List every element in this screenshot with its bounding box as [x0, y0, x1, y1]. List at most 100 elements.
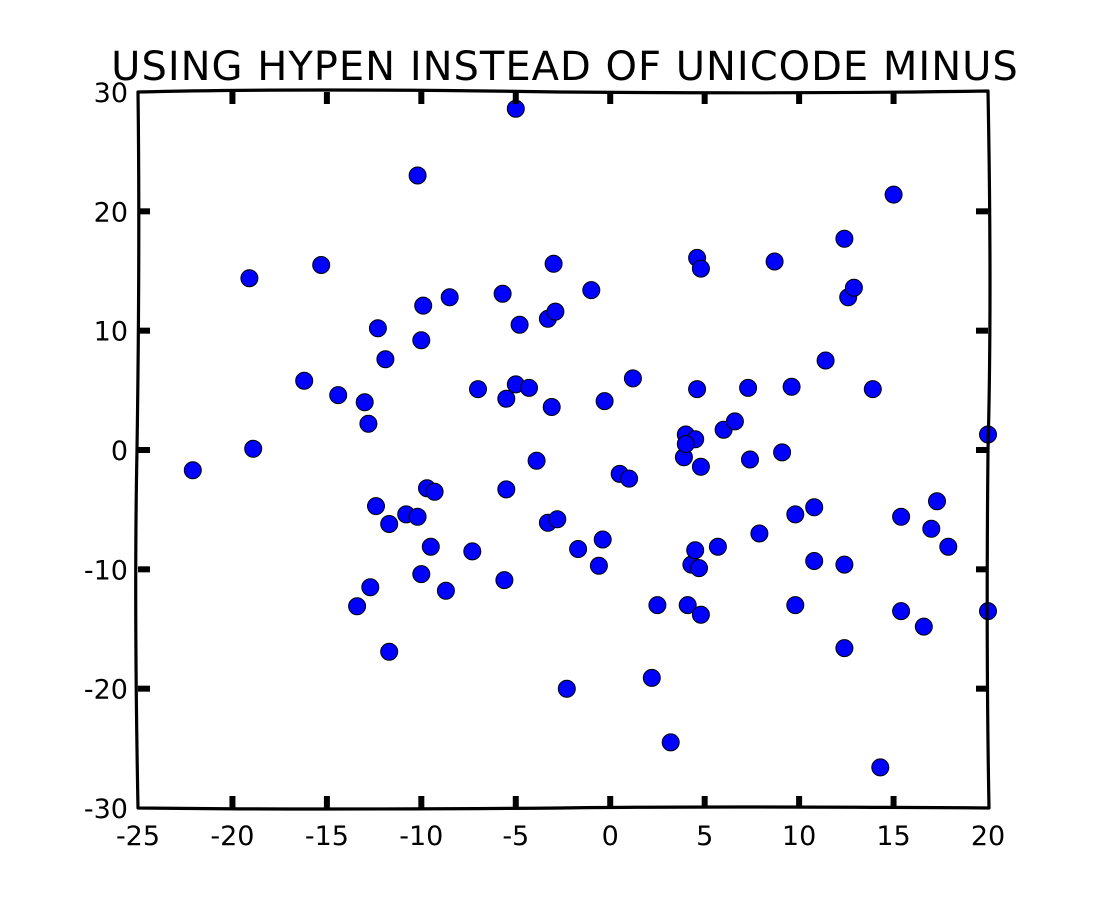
data-point: [786, 596, 805, 615]
data-point: [361, 578, 380, 597]
data-point: [493, 284, 512, 303]
data-point: [863, 380, 882, 399]
data-point: [773, 443, 792, 462]
data-point: [495, 571, 514, 590]
ticks-layer: [138, 92, 988, 808]
y-tick-label: -20: [84, 675, 128, 706]
data-point: [425, 482, 444, 501]
data-point: [676, 435, 695, 453]
data-point: [542, 398, 561, 416]
chart-title: USING HYPEN INSTEAD OF UNICODE MINUS: [111, 44, 1019, 90]
data-point: [408, 507, 427, 526]
y-tick-label: -30: [84, 794, 128, 825]
data-point: [376, 350, 395, 369]
data-point: [835, 639, 854, 658]
data-point: [497, 389, 516, 408]
x-tick-label: 0: [602, 821, 619, 852]
data-point: [805, 552, 824, 570]
data-point: [368, 319, 387, 338]
y-tick-label: -10: [84, 555, 128, 586]
data-point: [380, 642, 399, 661]
y-tick-label: 30: [94, 78, 128, 109]
data-point: [750, 524, 769, 543]
plot-frame: [134, 88, 992, 811]
data-point: [312, 256, 331, 274]
data-point: [436, 581, 455, 600]
data-point: [348, 597, 367, 616]
data-point: [835, 555, 854, 574]
data-point: [914, 617, 933, 636]
data-point: [244, 439, 263, 458]
data-point: [582, 281, 601, 300]
data-point: [892, 602, 911, 621]
data-point: [440, 288, 459, 307]
data-point: [527, 451, 546, 470]
data-point: [648, 596, 667, 615]
data-point: [412, 565, 431, 584]
x-tick-label: -5: [502, 821, 529, 852]
data-point: [557, 679, 576, 698]
tick-labels-layer: -25 -20 -15 -10 -5 0 5 10 15 20 -30 -20 -10 0 10 20 30: [84, 78, 1005, 852]
data-point: [355, 393, 374, 412]
data-point: [412, 331, 431, 350]
data-point: [469, 380, 487, 399]
y-tick-label: 20: [94, 197, 128, 228]
data-point: [739, 378, 758, 397]
data-point: [589, 556, 608, 575]
data-point: [359, 414, 378, 433]
data-point: [884, 185, 903, 204]
data-point: [691, 605, 710, 624]
data-point: [835, 229, 854, 248]
y-tick-label: 10: [94, 317, 128, 348]
data-point: [510, 315, 529, 334]
x-tick-label: 20: [971, 821, 1005, 852]
data-point: [595, 392, 614, 411]
data-point: [642, 668, 661, 687]
data-point: [939, 537, 958, 556]
data-point: [546, 302, 565, 321]
data-point: [620, 469, 639, 488]
data-point: [548, 510, 567, 529]
data-point: [686, 541, 705, 560]
data-point: [569, 540, 588, 558]
data-point: [463, 542, 482, 561]
x-tick-label: -10: [399, 821, 443, 852]
data-point: [708, 537, 727, 556]
data-point: [725, 412, 744, 431]
data-point: [421, 537, 440, 556]
data-point: [892, 507, 911, 526]
y-tick-label: 0: [111, 436, 128, 467]
data-point: [741, 450, 759, 469]
data-point: [691, 259, 710, 278]
data-point: [520, 378, 538, 397]
data-point: [691, 457, 710, 476]
x-tick-label: -20: [210, 821, 254, 852]
data-point: [782, 377, 801, 396]
data-point: [544, 254, 563, 273]
data-point: [805, 498, 824, 517]
data-point: [871, 758, 890, 777]
data-point: [688, 380, 707, 399]
data-point: [786, 505, 805, 524]
data-point: [295, 371, 314, 390]
data-point: [367, 497, 385, 516]
x-tick-label: 10: [782, 821, 816, 852]
x-tick-label: 5: [696, 821, 713, 852]
data-point: [922, 519, 941, 538]
points-layer: [183, 99, 997, 777]
data-point: [240, 269, 259, 288]
data-point: [414, 296, 433, 315]
data-point: [329, 386, 348, 405]
data-point: [497, 480, 516, 499]
data-point: [183, 461, 202, 480]
data-point: [690, 559, 708, 578]
data-point: [765, 252, 784, 271]
data-point: [928, 492, 946, 511]
x-tick-label: -15: [305, 821, 349, 852]
data-point: [380, 515, 399, 533]
data-point: [816, 351, 835, 370]
data-point: [678, 596, 697, 615]
data-point: [661, 733, 680, 752]
data-point: [593, 530, 612, 549]
